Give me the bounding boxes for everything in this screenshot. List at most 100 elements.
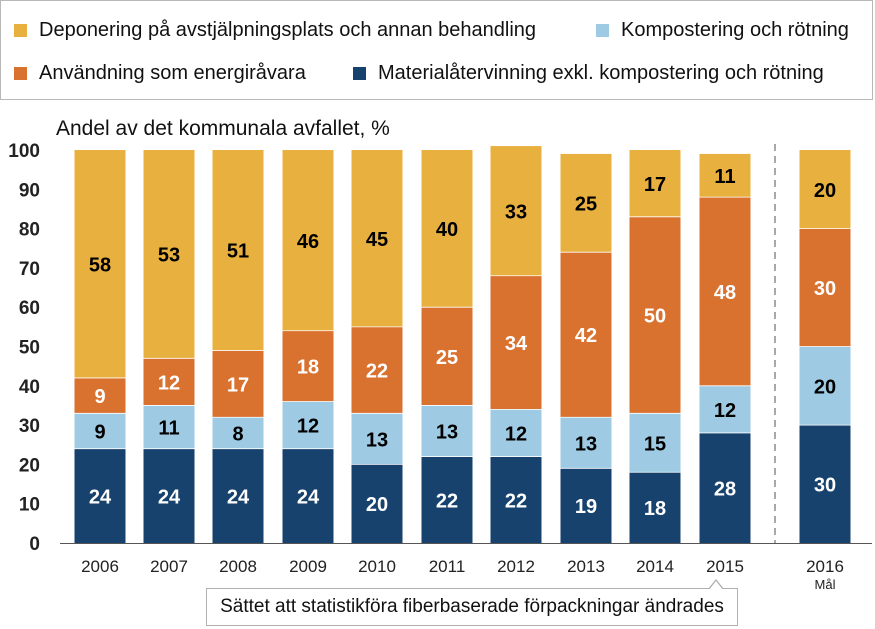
note-box: Sättet att statistikföra fiberbaserade f…	[206, 588, 738, 626]
note-text: Sättet att statistikföra fiberbaserade f…	[220, 596, 724, 617]
bar-2016-series-0	[799, 425, 851, 543]
data-label-2014-series-3: 17	[644, 174, 666, 196]
data-label-2012-series-1: 12	[505, 423, 527, 445]
data-label-2007-series-0: 24	[158, 486, 181, 508]
data-label-2011-series-1: 13	[436, 421, 458, 443]
data-label-2006-series-0: 24	[89, 486, 112, 508]
data-label-2009-series-3: 46	[297, 231, 319, 253]
x-tick-label-2009: 2009	[289, 557, 327, 576]
bar-2011-series-0	[421, 456, 473, 543]
bar-2012-series-2	[490, 275, 542, 410]
bar-2011-series-3	[421, 150, 473, 308]
data-label-2006-series-2: 9	[94, 386, 105, 408]
chart-legend: Deponering på avstjälpningsplats och ann…	[0, 0, 873, 100]
y-tick-label-30: 30	[19, 416, 40, 437]
note-pointer-inner	[709, 581, 723, 590]
bar-2014-series-2	[629, 216, 681, 414]
bar-2008-series-3	[212, 150, 264, 351]
legend-item-kompostering: Kompostering och rötning	[596, 19, 849, 42]
legend-item-energi: Användning som energiråvara	[14, 62, 306, 85]
x-tick-label-2011: 2011	[429, 557, 466, 576]
data-label-2012-series-3: 33	[505, 201, 527, 223]
y-tick-label-100: 100	[8, 141, 40, 162]
legend-item-deponering: Deponering på avstjälpningsplats och ann…	[14, 19, 536, 42]
bar-2013-series-2	[560, 252, 612, 418]
bar-2011-series-2	[421, 307, 473, 406]
bar-2014-series-0	[629, 472, 681, 543]
legend-swatch-deponering	[14, 24, 27, 37]
data-label-2007-series-2: 12	[158, 372, 180, 394]
bar-2007-series-2	[143, 358, 195, 406]
y-tick-label-50: 50	[19, 338, 40, 359]
data-label-2016-series-2: 30	[814, 278, 836, 300]
legend-swatch-kompostering	[596, 24, 609, 37]
data-label-2009-series-2: 18	[297, 357, 319, 379]
bar-2006-series-0	[74, 448, 126, 543]
bar-2012-series-0	[490, 456, 542, 543]
y-tick-label-40: 40	[19, 377, 40, 398]
bar-2016-series-1	[799, 346, 851, 426]
x-tick-label-2013: 2013	[567, 557, 605, 576]
bar-2007-series-0	[143, 448, 195, 543]
bar-2013-series-0	[560, 468, 612, 543]
y-tick-label-10: 10	[19, 495, 40, 516]
bar-2010-series-2	[351, 326, 403, 414]
legend-label-deponering: Deponering på avstjälpningsplats och ann…	[39, 19, 537, 41]
y-tick-label-60: 60	[19, 298, 40, 319]
bar-2009-series-1	[282, 401, 334, 449]
data-label-2008-series-0: 24	[227, 486, 250, 508]
bar-2016-series-3	[799, 150, 851, 229]
bar-2015-series-1	[699, 385, 751, 433]
data-label-2015-series-2: 48	[714, 282, 736, 304]
x-tick-label-2007: 2007	[150, 557, 188, 576]
data-label-2011-series-0: 22	[436, 490, 458, 512]
legend-swatch-energi	[14, 67, 27, 80]
data-label-2007-series-3: 53	[158, 245, 180, 267]
bar-2006-series-3	[74, 150, 126, 378]
bar-2010-series-3	[351, 150, 403, 327]
data-label-2014-series-2: 50	[644, 306, 666, 328]
bar-2008-series-2	[212, 350, 264, 418]
legend-label-kompostering: Kompostering och rötning	[621, 19, 849, 41]
data-label-2009-series-1: 12	[297, 416, 319, 438]
data-label-2015-series-3: 11	[714, 166, 735, 188]
data-label-2010-series-1: 13	[366, 429, 388, 451]
y-tick-label-0: 0	[29, 534, 40, 555]
y-tick-label-20: 20	[19, 455, 40, 476]
data-label-2016-series-0: 30	[814, 475, 836, 497]
data-label-2016-series-1: 20	[814, 376, 836, 398]
bar-2006-series-2	[74, 377, 126, 414]
bar-2013-series-1	[560, 417, 612, 469]
data-label-2010-series-0: 20	[366, 494, 388, 516]
bar-2015-series-0	[699, 432, 751, 543]
bar-2012-series-1	[490, 409, 542, 457]
bar-2016-series-2	[799, 228, 851, 347]
bar-2014-series-1	[629, 413, 681, 473]
x-tick-label-2010: 2010	[358, 557, 396, 576]
x-tick-sublabel-2016: Mål	[815, 577, 836, 592]
bar-2009-series-3	[282, 150, 334, 331]
bar-2006-series-1	[74, 413, 126, 449]
data-label-2015-series-0: 28	[714, 478, 736, 500]
data-label-2016-series-3: 20	[814, 180, 836, 202]
data-label-2011-series-3: 40	[436, 219, 458, 241]
data-label-2012-series-2: 34	[505, 333, 528, 355]
data-label-2012-series-0: 22	[505, 490, 527, 512]
bar-2008-series-0	[212, 448, 264, 543]
x-tick-label-2006: 2006	[81, 557, 119, 576]
bar-2007-series-1	[143, 405, 195, 449]
data-label-2006-series-3: 58	[89, 254, 111, 276]
x-tick-label-2016: 2016	[806, 557, 844, 576]
legend-label-energi: Användning som energiråvara	[39, 62, 306, 84]
data-label-2009-series-0: 24	[297, 486, 320, 508]
bar-2008-series-1	[212, 417, 264, 449]
x-tick-label-2014: 2014	[636, 557, 674, 576]
data-label-2013-series-1: 13	[575, 433, 597, 455]
legend-item-material: Materialåtervinning exkl. kompostering o…	[353, 62, 824, 85]
x-tick-label-2015: 2015	[706, 557, 744, 576]
data-label-2013-series-0: 19	[575, 496, 597, 518]
data-label-2013-series-2: 42	[575, 325, 597, 347]
bar-2015-series-2	[699, 197, 751, 386]
data-label-2014-series-1: 15	[644, 433, 666, 455]
